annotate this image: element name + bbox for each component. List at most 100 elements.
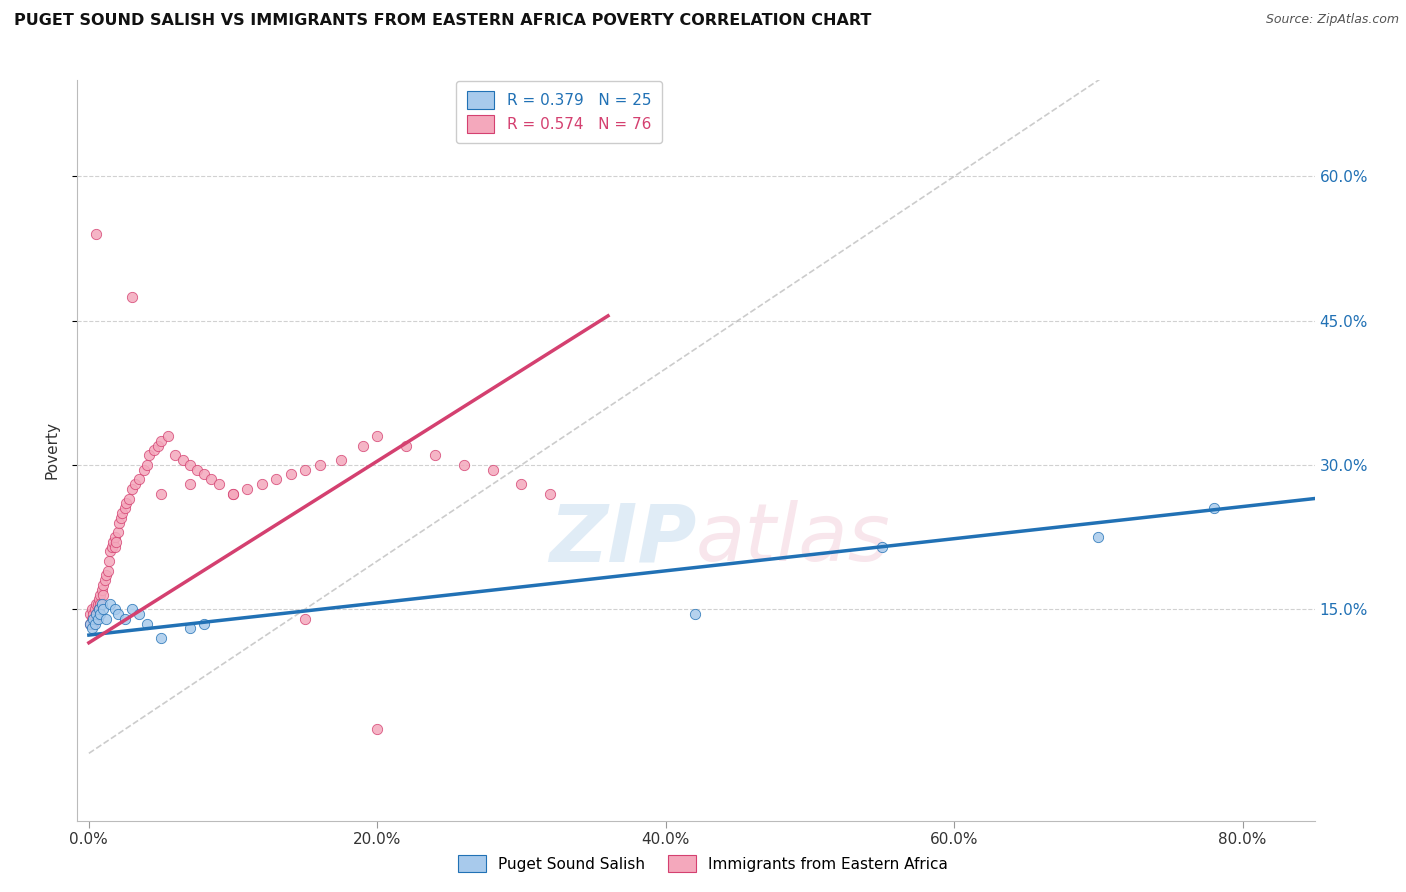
Point (84, 607, 107, 621)
Point (294, 463, 316, 477)
Point (86, 612, 108, 626)
Point (510, 477, 533, 491)
Text: Source: ZipAtlas.com: Source: ZipAtlas.com (1265, 13, 1399, 27)
Point (101, 540, 124, 554)
Y-axis label: Poverty: Poverty (44, 421, 59, 480)
Point (1202, 501, 1225, 516)
Point (107, 525, 129, 540)
Point (250, 477, 273, 491)
Point (121, 290, 143, 304)
Point (352, 439, 374, 453)
Point (114, 501, 136, 516)
Point (366, 429, 388, 443)
Point (86, 604, 108, 618)
Point (84, 607, 107, 621)
Point (395, 439, 418, 453)
Point (222, 487, 245, 501)
Point (149, 434, 172, 448)
Point (110, 510, 132, 524)
Point (83, 602, 105, 616)
Point (208, 477, 231, 491)
Legend: R = 0.379   N = 25, R = 0.574   N = 76: R = 0.379 N = 25, R = 0.574 N = 76 (456, 80, 662, 144)
Point (91, 588, 114, 602)
Point (149, 631, 172, 645)
Point (87, 602, 110, 616)
Point (142, 443, 165, 458)
Point (308, 458, 330, 472)
Point (124, 477, 146, 491)
Point (82, 607, 104, 621)
Point (157, 429, 180, 443)
Point (104, 540, 127, 554)
Point (193, 616, 215, 631)
Point (91, 602, 114, 616)
Point (82, 612, 104, 626)
Point (84, 597, 107, 611)
Point (89, 607, 111, 621)
Point (96, 568, 118, 582)
Point (1087, 530, 1109, 544)
Point (135, 458, 157, 472)
Point (138, 448, 160, 462)
Point (118, 491, 141, 506)
Point (100, 544, 122, 558)
Legend: Puget Sound Salish, Immigrants from Eastern Africa: Puget Sound Salish, Immigrants from East… (451, 847, 955, 880)
Point (135, 616, 157, 631)
Text: PUGET SOUND SALISH VS IMMIGRANTS FROM EASTERN AFRICA POVERTY CORRELATION CHART: PUGET SOUND SALISH VS IMMIGRANTS FROM EA… (14, 13, 872, 29)
Point (149, 487, 172, 501)
Point (294, 612, 316, 626)
Text: ZIP: ZIP (548, 500, 696, 578)
Point (90, 597, 112, 611)
Point (172, 453, 194, 467)
Point (115, 496, 138, 510)
Point (193, 467, 215, 482)
Point (87, 602, 110, 616)
Point (79, 616, 101, 631)
Point (366, 723, 388, 737)
Point (121, 602, 143, 616)
Point (80, 612, 103, 626)
Point (104, 530, 127, 544)
Point (79, 616, 101, 631)
Point (179, 477, 201, 491)
Point (82, 616, 104, 631)
Point (108, 516, 131, 530)
Point (114, 612, 136, 626)
Point (79, 607, 101, 621)
Point (83, 612, 105, 626)
Point (107, 607, 129, 621)
Point (453, 458, 475, 472)
Point (90, 582, 112, 597)
Point (222, 487, 245, 501)
Point (236, 482, 259, 496)
Point (96, 612, 118, 626)
Point (103, 534, 125, 549)
Point (128, 607, 150, 621)
Point (179, 458, 201, 472)
Point (86, 597, 108, 611)
Point (89, 597, 111, 611)
Point (266, 472, 288, 486)
Point (91, 578, 114, 592)
Point (870, 540, 893, 554)
Point (89, 588, 111, 602)
Point (87, 592, 110, 607)
Point (100, 597, 122, 611)
Point (105, 534, 128, 549)
Point (423, 448, 446, 462)
Point (128, 472, 150, 486)
Point (97, 564, 120, 578)
Point (98, 554, 121, 568)
Point (104, 602, 127, 616)
Point (132, 463, 155, 477)
Point (146, 439, 169, 453)
Point (683, 607, 706, 621)
Point (80, 621, 103, 635)
Point (186, 463, 208, 477)
Point (481, 463, 503, 477)
Point (121, 482, 143, 496)
Point (83, 616, 105, 631)
Text: atlas: atlas (696, 500, 891, 578)
Point (93, 574, 115, 588)
Point (538, 487, 561, 501)
